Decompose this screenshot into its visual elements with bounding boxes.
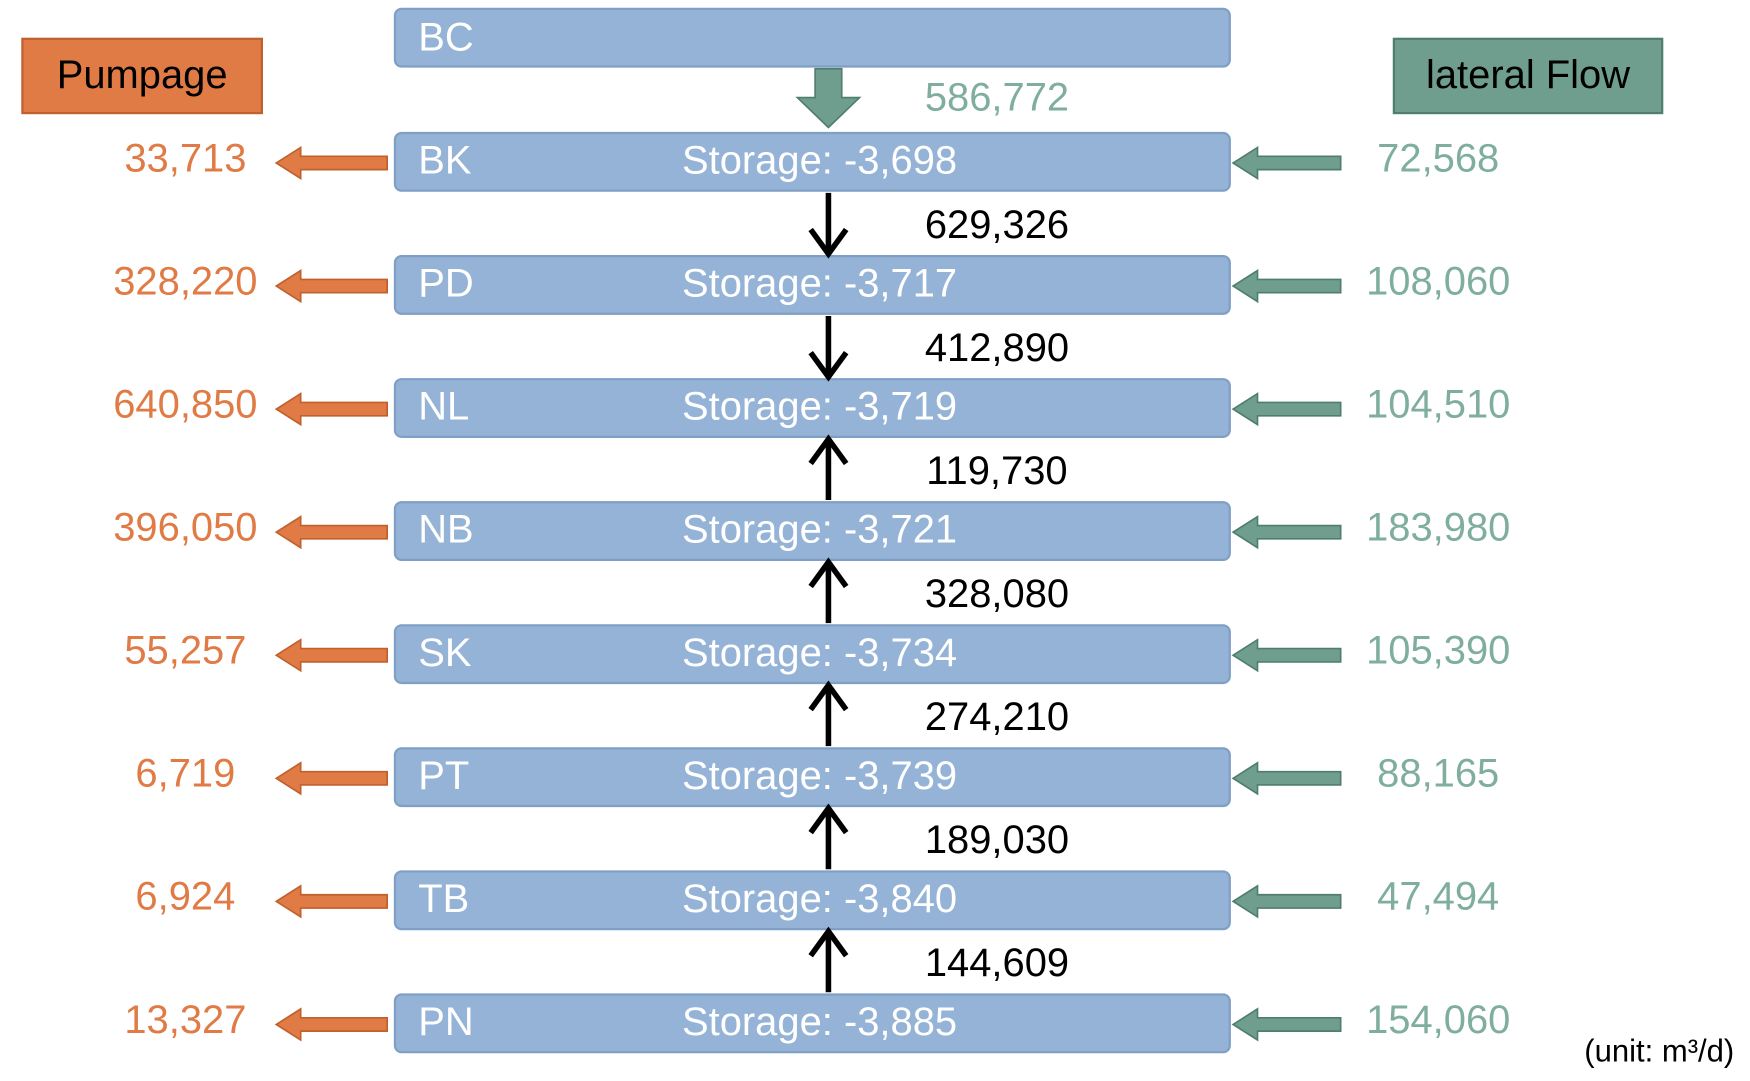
lateral-arrow	[1231, 1007, 1342, 1042]
layer-name: BC	[418, 15, 473, 59]
storage: Storage: -3,739	[682, 754, 957, 798]
layer-name: PN	[418, 1000, 473, 1044]
storage: Storage: -3,885	[682, 1000, 957, 1044]
pumpage-arrow	[274, 884, 388, 919]
flow-value: 119,730	[926, 449, 1067, 493]
lateral-arrow	[1231, 145, 1342, 181]
lateral-value: 47,494	[1377, 875, 1499, 919]
storage: Storage: -3,698	[682, 139, 957, 183]
flow-value: 144,609	[925, 941, 1069, 985]
layer-name: NB	[418, 508, 473, 552]
flow-arrow-head	[808, 434, 849, 466]
pumpage-value: 6,924	[135, 875, 235, 919]
flow-arrow-head	[808, 350, 849, 382]
storage: Storage: -3,717	[682, 262, 957, 306]
flow-arrow-head	[808, 227, 849, 259]
pumpage-value: 55,257	[124, 629, 246, 673]
pumpage-value: 6,719	[135, 752, 235, 796]
pumpage-arrow	[274, 1007, 388, 1042]
lateral-legend-box	[1392, 37, 1664, 115]
lateral-arrow	[1231, 638, 1342, 673]
lateral-value: 183,980	[1366, 506, 1510, 550]
lateral-value: 104,510	[1366, 382, 1510, 426]
pumpage-arrow	[274, 145, 388, 181]
pumpage-arrow	[274, 269, 388, 304]
storage: Storage: -3,721	[682, 508, 957, 552]
flow-value: 328,080	[925, 572, 1069, 616]
layer-box	[393, 501, 1231, 562]
lateral-arrow	[1231, 761, 1342, 796]
layer-box	[393, 747, 1231, 808]
lateral-value: 105,390	[1366, 629, 1510, 673]
storage: Storage: -3,840	[682, 877, 957, 921]
pumpage-value: 328,220	[113, 259, 257, 303]
layer-box	[393, 7, 1231, 68]
pumpage-arrow	[274, 392, 388, 427]
flow-value: 629,326	[925, 203, 1069, 247]
top-flow: 586,772	[925, 75, 1069, 119]
lateral-value: 88,165	[1377, 752, 1499, 796]
lateral-arrow	[1231, 269, 1342, 304]
lateral-legend: lateral Flow	[1426, 53, 1630, 97]
pumpage-value: 640,850	[113, 382, 257, 426]
inflow-arrow	[795, 67, 862, 129]
flow-arrow-head	[808, 680, 849, 712]
flow-arrow-head	[808, 926, 849, 958]
flow-value: 412,890	[925, 326, 1069, 370]
layer-name: PT	[418, 754, 469, 798]
pumpage-value: 33,713	[124, 136, 246, 180]
pumpage-legend: Pumpage	[57, 53, 228, 97]
layer-box	[393, 624, 1231, 685]
flow-arrow-head	[808, 803, 849, 835]
storage: Storage: -3,719	[682, 385, 957, 429]
layer-name: NL	[418, 385, 469, 429]
layer-box	[393, 993, 1231, 1054]
pumpage-value: 13,327	[124, 998, 246, 1042]
lateral-value: 108,060	[1366, 259, 1510, 303]
storage: Storage: -3,734	[682, 631, 957, 675]
lateral-arrow	[1231, 884, 1342, 919]
pumpage-value: 396,050	[113, 506, 257, 550]
layer-name: PD	[418, 262, 473, 306]
flow-arrow-head	[808, 557, 849, 589]
lateral-value: 154,060	[1366, 998, 1510, 1042]
layer-box	[393, 870, 1231, 931]
pumpage-arrow	[274, 515, 388, 550]
lateral-arrow	[1231, 392, 1342, 427]
lateral-arrow	[1231, 515, 1342, 550]
layer-name: TB	[418, 877, 469, 921]
layer-box	[393, 131, 1231, 192]
pumpage-arrow	[274, 761, 388, 796]
lateral-value: 72,568	[1377, 136, 1499, 180]
flow-value: 274,210	[925, 695, 1069, 739]
layer-box	[393, 378, 1231, 438]
pumpage-arrow	[274, 638, 388, 673]
flow-value: 189,030	[925, 818, 1069, 862]
layer-box	[393, 255, 1231, 315]
layer-name: BK	[418, 139, 472, 183]
pumpage-legend-box	[21, 37, 263, 115]
unit: (unit: m³/d)	[1584, 1033, 1734, 1068]
layer-name: SK	[418, 631, 472, 675]
